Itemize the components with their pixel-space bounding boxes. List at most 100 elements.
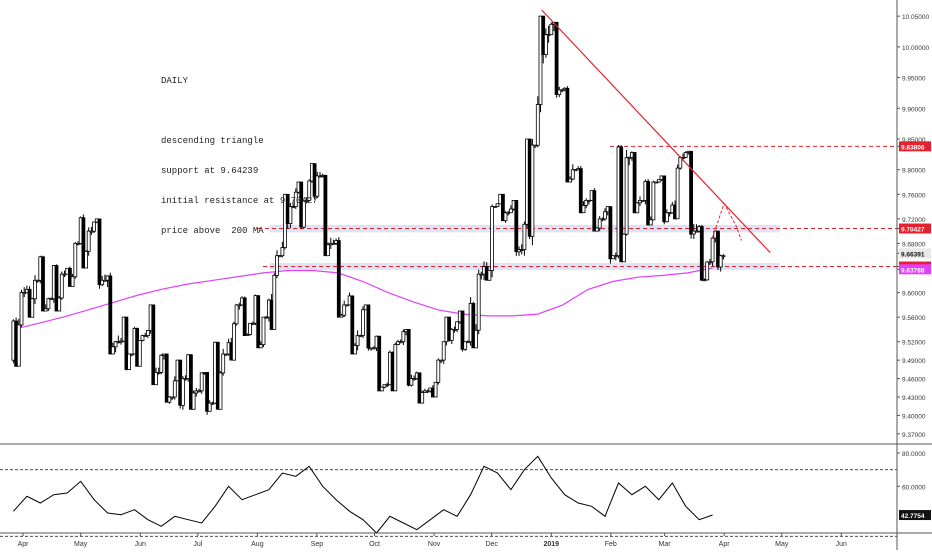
candle-body	[441, 341, 446, 361]
candle	[242, 296, 247, 336]
candle-body	[234, 304, 239, 325]
candle	[264, 315, 269, 319]
candle-body	[307, 180, 312, 201]
y-tick-label: 9.60000	[902, 291, 926, 298]
candle	[49, 297, 53, 301]
y-tick-label: 9.40000	[902, 413, 926, 420]
y-tick-label: 9.46000	[902, 377, 926, 384]
candle-body	[546, 34, 551, 36]
candle	[59, 271, 64, 300]
candle-body	[436, 359, 441, 383]
candle-body	[22, 292, 27, 295]
candle	[86, 227, 91, 256]
candle-body	[549, 23, 554, 35]
candle	[584, 198, 589, 209]
candle-body	[455, 321, 460, 330]
candle-body	[624, 156, 629, 235]
candle-body	[371, 347, 376, 350]
candle	[433, 381, 438, 398]
candle	[231, 321, 236, 361]
candle-body	[401, 331, 406, 343]
y-tick-label: 9.52000	[902, 340, 926, 347]
candle	[656, 179, 661, 183]
candle	[304, 197, 309, 204]
candle	[237, 302, 242, 310]
candle-body	[665, 212, 669, 223]
candle-body	[651, 181, 656, 221]
candle-body	[718, 255, 723, 268]
candle	[207, 400, 212, 412]
candle-body	[500, 193, 505, 222]
candle	[506, 210, 511, 216]
candle	[89, 227, 94, 235]
candle	[223, 353, 228, 357]
candle-body	[73, 242, 78, 278]
candle	[151, 304, 156, 386]
candle	[291, 202, 296, 209]
candle	[420, 390, 425, 404]
candle-body	[35, 279, 40, 282]
candle	[350, 295, 355, 355]
candle-body	[565, 87, 570, 183]
candle	[124, 316, 129, 371]
candle-body	[323, 174, 328, 257]
candle	[57, 296, 62, 312]
candle-body	[600, 218, 605, 221]
candle	[570, 164, 575, 181]
y-tick-label: 9.95000	[902, 76, 926, 83]
candle-body	[19, 292, 24, 326]
candle-body	[336, 240, 341, 318]
candle-body	[592, 190, 597, 232]
y-tick-label: 9.56000	[902, 315, 926, 322]
candle-body	[358, 335, 363, 338]
x-tick-label: Nov	[428, 541, 441, 548]
candle-body	[635, 202, 640, 214]
candle-body	[49, 298, 53, 301]
candle-body	[557, 89, 562, 96]
candle	[129, 353, 134, 357]
candle-body	[449, 328, 454, 341]
candle	[326, 242, 331, 257]
candle	[210, 401, 215, 405]
price-label-text: 9.83806	[901, 144, 925, 151]
candle	[331, 239, 336, 245]
candle	[665, 209, 669, 223]
candle-body	[119, 340, 123, 343]
y-tick-label: 9.72000	[902, 217, 926, 224]
candle	[635, 202, 640, 214]
candle	[597, 216, 602, 232]
candle	[111, 342, 115, 355]
candle-body	[608, 206, 613, 260]
candle-body	[425, 390, 430, 393]
candle	[108, 272, 113, 355]
candle-body	[84, 250, 88, 269]
candle-body	[143, 335, 148, 338]
candle	[587, 199, 591, 205]
candle-body	[92, 221, 96, 232]
candle	[581, 201, 586, 214]
candle-body	[326, 244, 331, 257]
candle	[97, 218, 102, 289]
candle	[646, 178, 650, 226]
candle-body	[433, 381, 438, 398]
candle	[474, 324, 478, 349]
projection-path	[712, 202, 742, 241]
candle	[600, 217, 605, 222]
candle-body	[471, 302, 476, 349]
candle-body	[137, 339, 142, 367]
candle-body	[503, 212, 508, 222]
candle-body	[30, 298, 35, 318]
candle-body	[667, 212, 672, 215]
candle	[234, 303, 239, 326]
candle-body	[54, 265, 59, 312]
candle-body	[568, 178, 572, 183]
price-label-box	[899, 223, 931, 234]
candle-body	[151, 304, 156, 386]
candle	[508, 205, 513, 214]
x-tick-label: Aug	[251, 541, 264, 548]
candle-body	[530, 144, 535, 237]
candle-body	[533, 144, 537, 147]
candle	[667, 212, 672, 217]
x-tick-label: Jun	[135, 541, 146, 548]
candle-body	[716, 230, 720, 268]
